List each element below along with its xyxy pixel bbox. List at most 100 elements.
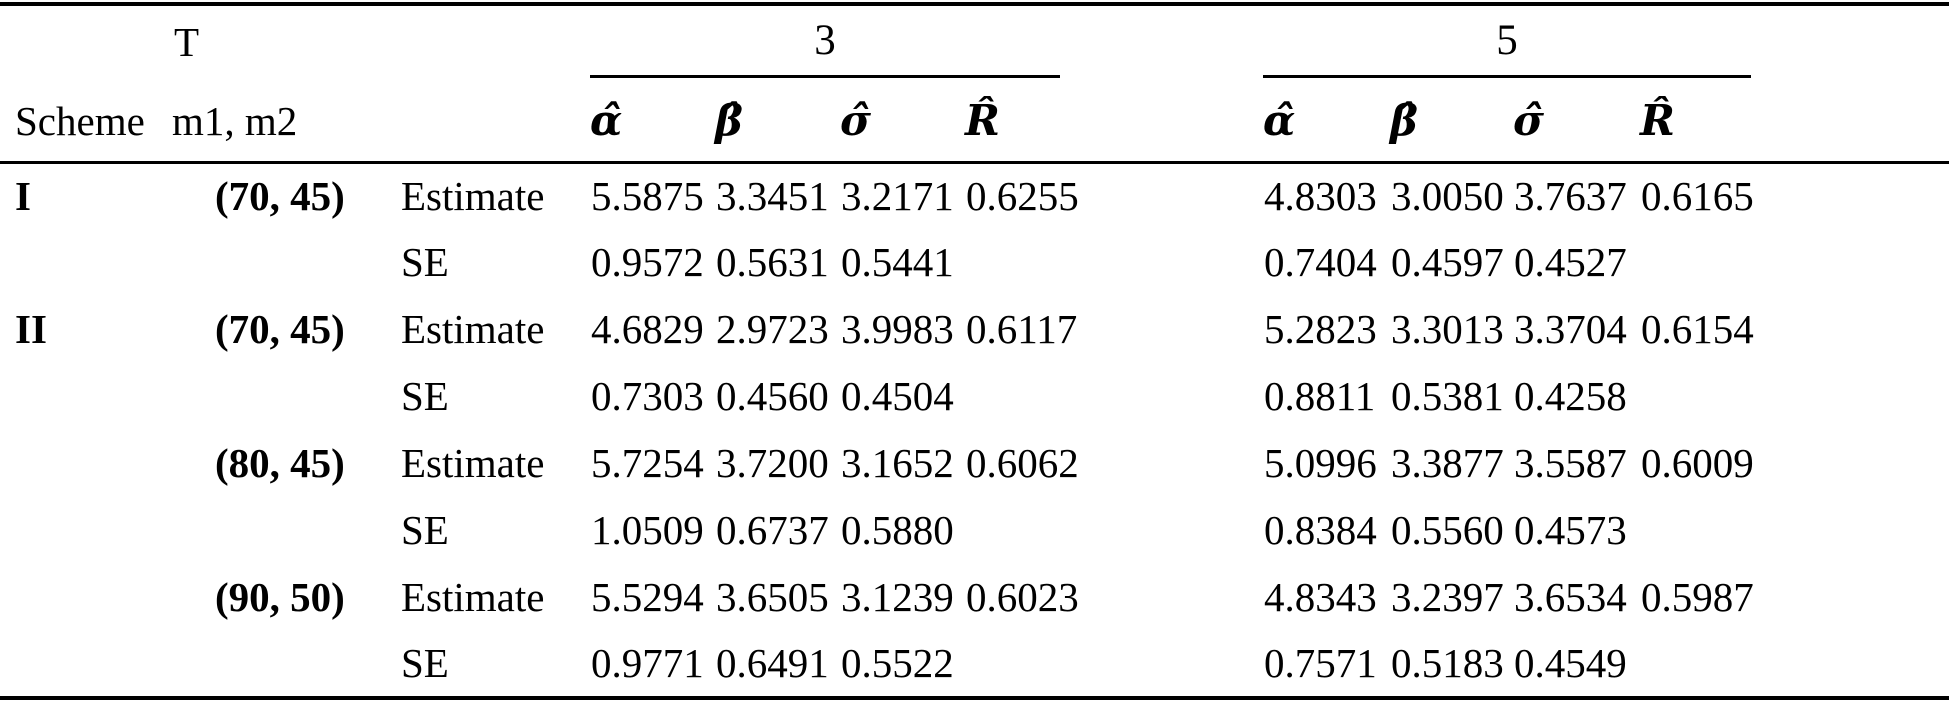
value-cell-g3-sigma: 0.5880 xyxy=(841,507,954,553)
value-cell-g3-alpha: 0.9771 xyxy=(591,640,704,686)
value-cell-g3-beta: 0.6737 xyxy=(716,507,829,553)
m1-m2-column-header: m1, m2 xyxy=(170,78,400,164)
value-cell-g5-alpha: 0.8384 xyxy=(1264,507,1377,553)
value-cell-g5-R xyxy=(1640,229,1949,296)
value-cell-g5-beta: 0.5183 xyxy=(1391,640,1504,686)
simulation-results-table: T 3 5 Scheme m1, m2 α̂ β̂ σ̂ R̂ α̂ β̂ xyxy=(0,2,1949,700)
value-cell-g3-R: 0.6117 xyxy=(966,306,1078,352)
group-5-header-label: 5 xyxy=(1263,16,1751,78)
scheme-cell xyxy=(0,229,170,296)
value-cell-g3-alpha: 0.9572 xyxy=(591,239,704,285)
empty-header-cell xyxy=(400,78,590,164)
value-cell-g3-R xyxy=(965,497,1263,564)
value-cell-g3-sigma: 0.4504 xyxy=(841,373,954,419)
value-cell-g5-R: 0.6154 xyxy=(1641,306,1754,352)
alpha-hat-header-g3: α̂ xyxy=(590,78,715,164)
value-cell-g3-sigma: 3.2171 xyxy=(841,172,954,219)
group-5-header-cell: 5 xyxy=(1263,4,1949,78)
value-cell-g5-beta: 0.4597 xyxy=(1391,239,1504,285)
empty-header-cell xyxy=(400,4,590,78)
value-cell-g3-beta: 0.6491 xyxy=(716,640,829,686)
table-row: (80, 45) Estimate 5.7254 3.7200 3.1652 0.6062… xyxy=(0,430,1949,497)
value-cell-g5-alpha: 4.8303 xyxy=(1264,172,1377,219)
scheme-cell xyxy=(0,631,170,698)
value-cell-g3-R xyxy=(965,363,1263,430)
value-cell-g3-alpha: 4.6829 xyxy=(591,306,704,352)
table-row: SE 0.7303 0.4560 0.4504 0.8811 0.5381 0.4258 xyxy=(0,363,1949,430)
r-hat-header-g5: R̂ xyxy=(1640,78,1949,164)
value-cell-g5-sigma: 0.4527 xyxy=(1514,239,1627,285)
value-cell-g5-sigma: 0.4549 xyxy=(1514,640,1627,686)
value-cell-g3-sigma: 3.9983 xyxy=(841,306,954,352)
m1-m2-cell xyxy=(170,229,400,296)
alpha-hat-header-g5: α̂ xyxy=(1263,78,1390,164)
table-row: SE 0.9771 0.6491 0.5522 0.7571 0.5183 0.4549 xyxy=(0,631,1949,698)
table-body: I (70, 45) Estimate 5.5875 3.3451 3.2171 0.625… xyxy=(0,162,1949,698)
value-cell-g3-sigma: 0.5522 xyxy=(841,640,954,686)
value-cell-g3-beta: 3.3451 xyxy=(716,172,829,219)
value-cell-g5-R xyxy=(1640,363,1949,430)
t-header-cell: T xyxy=(170,4,400,78)
scheme-cell xyxy=(0,430,170,497)
empty-header-cell xyxy=(0,4,170,78)
value-cell-g5-sigma: 3.3704 xyxy=(1514,306,1627,352)
m1-m2-cell: (70, 45) xyxy=(215,306,345,352)
value-cell-g5-alpha: 4.8343 xyxy=(1264,574,1377,620)
value-cell-g5-R xyxy=(1640,631,1949,698)
value-cell-g3-R: 0.6023 xyxy=(966,574,1079,620)
m1-m2-cell: (70, 45) xyxy=(215,172,345,219)
sigma-hat-header-g5: σ̂ xyxy=(1513,78,1640,164)
value-cell-g3-sigma: 3.1652 xyxy=(841,440,954,486)
value-cell-g5-beta: 0.5560 xyxy=(1391,507,1504,553)
value-cell-g5-alpha: 5.2823 xyxy=(1264,306,1377,352)
value-cell-g3-beta: 0.4560 xyxy=(716,373,829,419)
scheme-cell: II xyxy=(15,306,47,352)
value-cell-g5-alpha: 0.7571 xyxy=(1264,640,1377,686)
stat-label-cell: SE xyxy=(401,373,449,419)
value-cell-g5-sigma: 3.5587 xyxy=(1514,440,1627,486)
table-header: T 3 5 Scheme m1, m2 α̂ β̂ σ̂ R̂ α̂ β̂ xyxy=(0,4,1949,164)
scheme-cell xyxy=(0,564,170,631)
value-cell-g5-beta: 3.2397 xyxy=(1391,574,1504,620)
value-cell-g5-beta: 3.3013 xyxy=(1391,306,1504,352)
scheme-cell xyxy=(0,497,170,564)
m1-m2-cell xyxy=(170,497,400,564)
group-3-header-cell: 3 xyxy=(590,4,1263,78)
m1-m2-cell: (90, 50) xyxy=(215,574,345,620)
value-cell-g3-R xyxy=(965,229,1263,296)
m1-m2-cell: (80, 45) xyxy=(215,440,345,486)
value-cell-g5-R: 0.6165 xyxy=(1641,172,1754,219)
value-cell-g5-alpha: 0.7404 xyxy=(1264,239,1377,285)
scheme-cell xyxy=(0,363,170,430)
table-row: SE 0.9572 0.5631 0.5441 0.7404 0.4597 0.4527 xyxy=(0,229,1949,296)
value-cell-g5-beta: 0.5381 xyxy=(1391,373,1504,419)
stat-label-cell: SE xyxy=(401,507,449,553)
beta-hat-header-g3: β̂ xyxy=(715,78,840,164)
value-cell-g5-R xyxy=(1640,497,1949,564)
stat-label-cell: Estimate xyxy=(401,306,545,352)
value-cell-g3-alpha: 0.7303 xyxy=(591,373,704,419)
group-3-header-label: 3 xyxy=(590,16,1060,78)
header-row-columns: Scheme m1, m2 α̂ β̂ σ̂ R̂ α̂ β̂ σ̂ R̂ xyxy=(0,78,1949,164)
value-cell-g5-sigma: 3.6534 xyxy=(1514,574,1627,620)
value-cell-g5-sigma: 3.7637 xyxy=(1514,172,1627,219)
stat-label-cell: SE xyxy=(401,640,449,686)
value-cell-g5-alpha: 0.8811 xyxy=(1264,373,1376,419)
sigma-hat-header-g3: σ̂ xyxy=(840,78,965,164)
value-cell-g5-R: 0.6009 xyxy=(1641,440,1754,486)
t-header-label: T xyxy=(174,19,200,65)
value-cell-g5-beta: 3.3877 xyxy=(1391,440,1504,486)
value-cell-g3-beta: 3.7200 xyxy=(716,440,829,486)
value-cell-g3-R: 0.6255 xyxy=(966,172,1079,219)
stat-label-cell: SE xyxy=(401,239,449,285)
table-row: (90, 50) Estimate 5.5294 3.6505 3.1239 0.6023… xyxy=(0,564,1949,631)
value-cell-g3-R: 0.6062 xyxy=(966,440,1079,486)
header-row-groups: T 3 5 xyxy=(0,4,1949,78)
m1-m2-cell xyxy=(170,363,400,430)
value-cell-g3-beta: 2.9723 xyxy=(716,306,829,352)
value-cell-g3-sigma: 3.1239 xyxy=(841,574,954,620)
value-cell-g3-R xyxy=(965,631,1263,698)
table-row: II (70, 45) Estimate 4.6829 2.9723 3.9983 0.61… xyxy=(0,296,1949,363)
value-cell-g3-sigma: 0.5441 xyxy=(841,239,954,285)
